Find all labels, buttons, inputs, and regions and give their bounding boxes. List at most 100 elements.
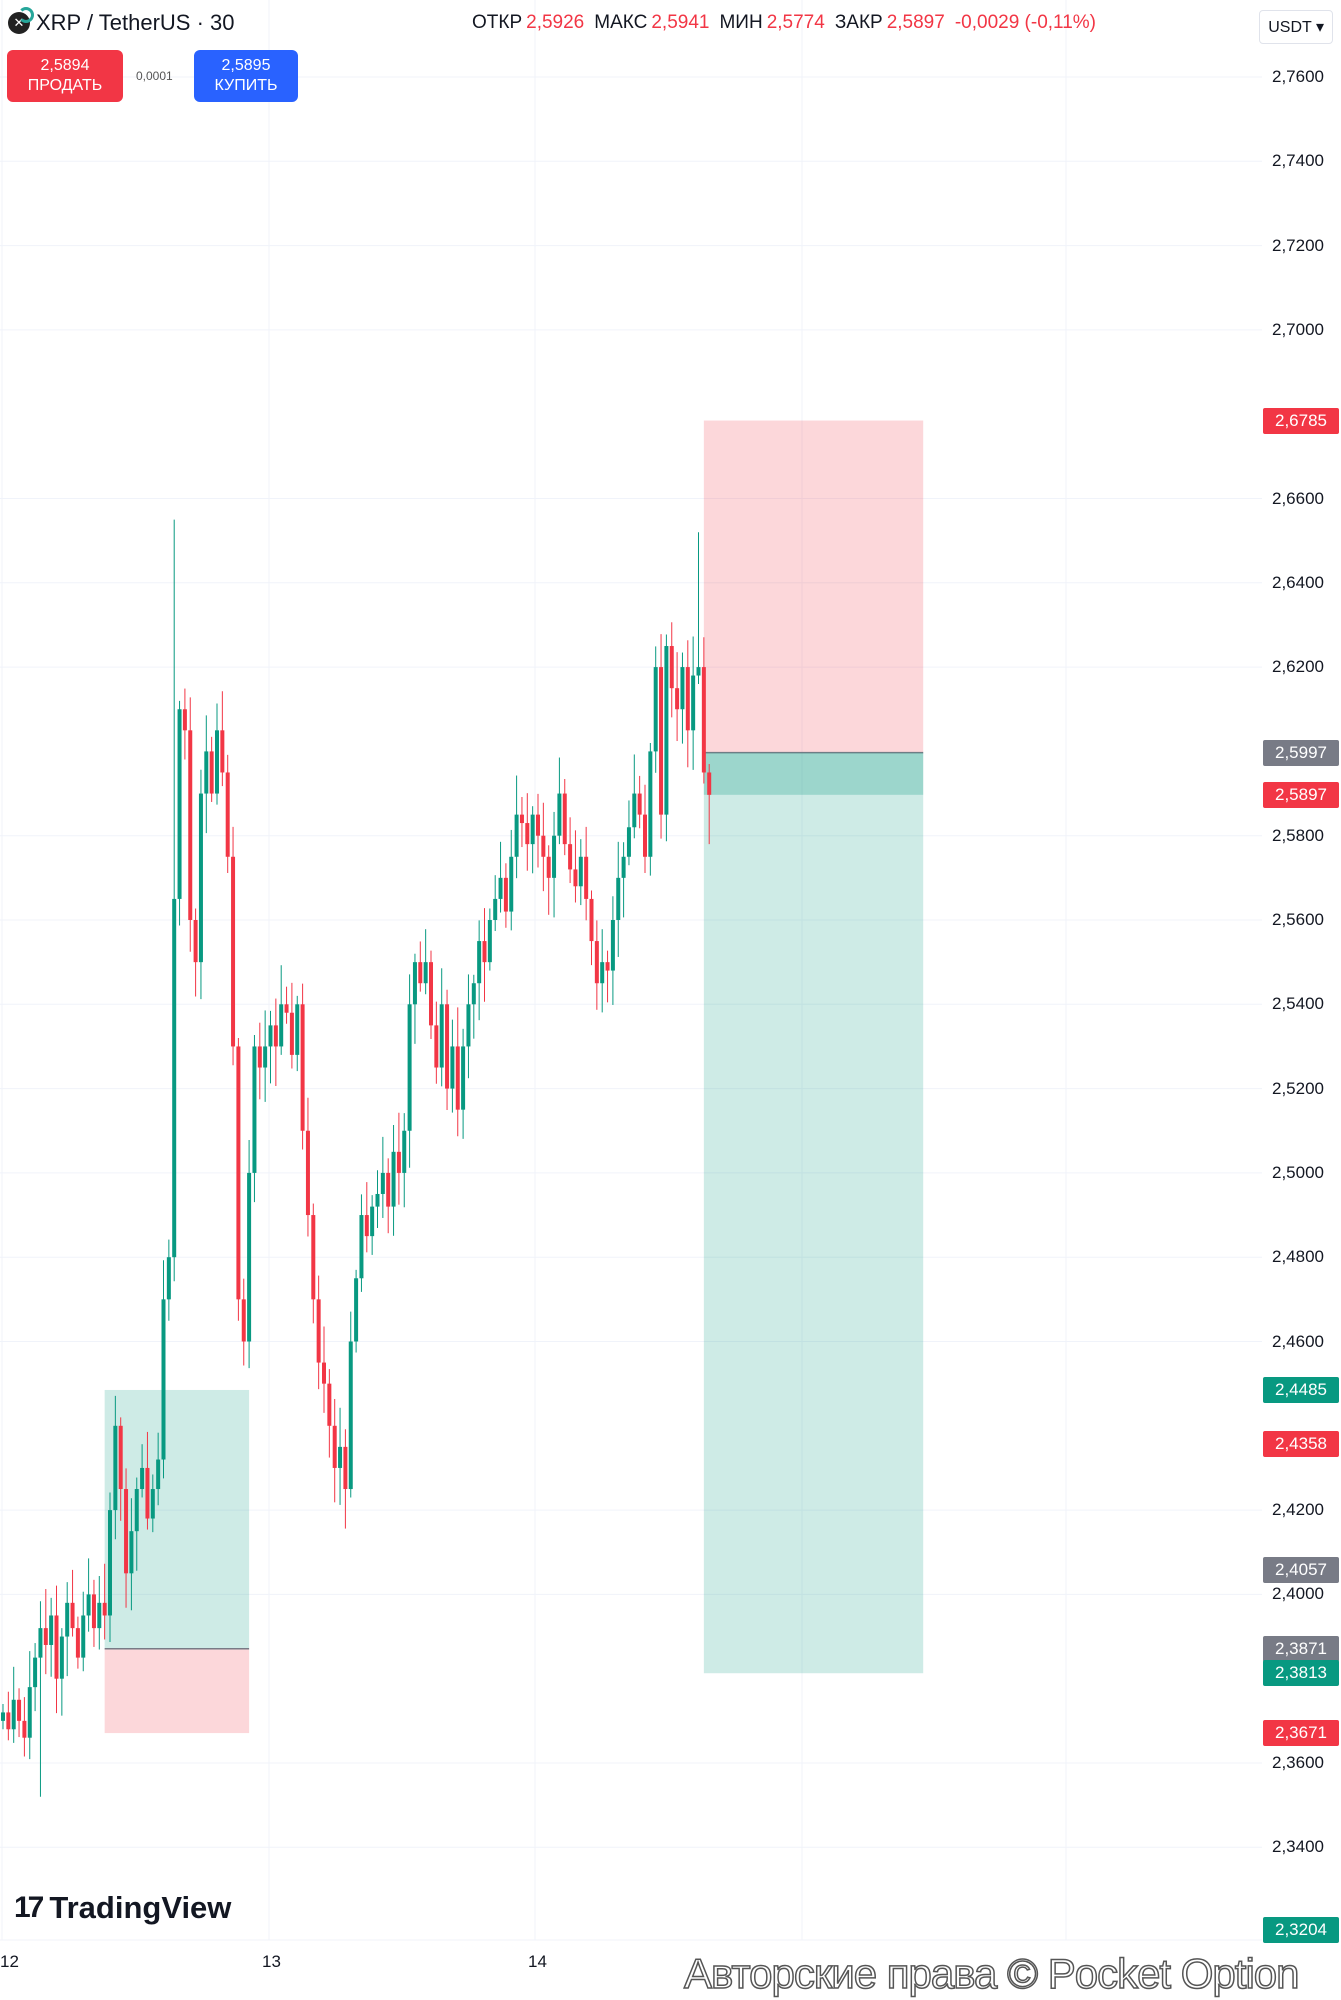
candle-body [91,1594,96,1629]
candle-body [610,920,615,971]
candle-body [113,1425,118,1511]
candle-body [643,814,647,857]
candle-body [134,1489,139,1532]
tradingview-logo[interactable]: 17 TradingView [14,1890,231,1926]
candle-body [407,1004,412,1131]
spread-value: 0,0001 [136,69,173,83]
symbol-header[interactable]: ✕ XRP / TetherUS · 30 [8,7,235,36]
candle-body [156,1459,161,1490]
candle-body [466,1004,471,1047]
candle-body [188,730,193,920]
candle-body [338,1446,343,1468]
xrp-logo-icon: ✕ [8,7,34,34]
candle-body [327,1383,332,1426]
candle-body [59,1636,64,1679]
candle-body [354,1278,359,1342]
candle-body [22,1720,27,1738]
candle-body [145,1467,150,1519]
candle-body [209,751,214,794]
y-tick-label: 2,3400 [1272,1837,1324,1857]
candle-body [273,1025,278,1047]
candle-body [493,898,498,920]
candle-body [536,814,540,836]
candle-body [172,898,177,1258]
candle-body [525,823,530,845]
price-axis-label: 2,3871 [1263,1635,1339,1662]
candle-body [284,1004,289,1013]
candle-body [49,1615,54,1645]
candle-body [220,730,225,773]
tradingview-mark-icon: 17 [14,1891,44,1924]
candle-body [429,962,433,1026]
candle-body [605,962,610,971]
candle-body [450,1046,455,1089]
candle-body [375,1193,380,1207]
y-tick-label: 2,4000 [1272,1584,1324,1604]
symbol-title: XRP / TetherUS · 30 [36,10,235,35]
buy-button[interactable]: 2,5895 КУПИТЬ [194,50,298,102]
candle-body [1,1712,5,1721]
candle-body [637,793,642,815]
candle-body [236,1046,241,1300]
candle-body [519,814,524,824]
candle-body [118,1425,123,1490]
candle-body [11,1699,16,1730]
candle-body [461,1046,466,1110]
candle-body [557,793,562,836]
candle-body [364,1215,369,1237]
candle-body [482,941,487,963]
candle-body [669,646,674,689]
tradingview-wordmark: TradingView [49,1890,232,1925]
short-position-target-zone [703,752,924,1674]
candle-body [391,1151,396,1207]
long-position-target-zone [104,1389,250,1649]
candle-body [471,983,476,1005]
candle-body [33,1657,38,1688]
candle-body [707,772,712,795]
y-tick-label: 2,4800 [1272,1247,1324,1267]
price-axis-label: 2,3204 [1263,1916,1339,1943]
candle-body [573,869,578,887]
candle-body [38,1628,43,1658]
candle-body [140,1467,145,1490]
short-position-current-pnl [703,752,924,795]
candle-body [487,920,492,963]
price-axis-label: 2,3813 [1263,1660,1339,1687]
candle-body [380,1172,385,1194]
candle-body [455,1046,460,1110]
candle-body [578,856,583,887]
candle-body [584,856,589,899]
close-value: 2,5897 [886,12,945,33]
open-value: 2,5926 [526,12,585,33]
candle-body [343,1446,348,1490]
candle-body [129,1531,134,1574]
currency-select[interactable]: USDT ▾ [1259,10,1333,44]
candle-body [6,1712,11,1730]
candle-body [198,793,203,963]
candle-body [252,1046,257,1173]
candle-body [653,667,658,752]
candle-body [305,1130,310,1216]
price-axis-label: 2,3671 [1263,1720,1339,1747]
candle-body [509,856,514,912]
candle-body [102,1602,107,1616]
candle-body [27,1687,32,1738]
candle-body [150,1489,155,1519]
short-position-stop-zone [703,420,924,753]
candle-body [664,646,669,815]
candle-body [675,688,680,710]
y-tick-label: 2,7000 [1272,319,1324,339]
high-value: 2,5941 [651,12,710,33]
candle-body [108,1510,112,1616]
candle-body [632,793,637,828]
y-tick-label: 2,6600 [1272,488,1324,508]
candle-body [589,898,594,942]
candle-body [621,856,626,878]
y-tick-label: 2,4200 [1272,1500,1324,1520]
sell-button[interactable]: 2,5894 ПРОДАТЬ [7,50,123,102]
price-axis-label: 2,4485 [1263,1376,1339,1403]
candle-body [43,1628,48,1645]
candle-body [65,1602,70,1637]
x-tick-12: 12 [0,1952,19,1971]
